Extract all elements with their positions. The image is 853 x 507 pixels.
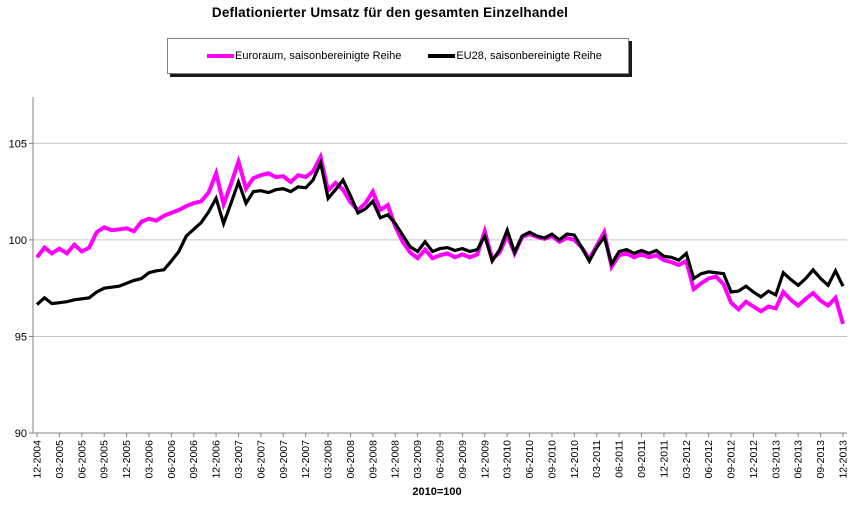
x-axis-title: 2010=100 bbox=[412, 486, 462, 498]
x-tick-label-12-2010: 12-2010 bbox=[569, 440, 581, 479]
x-tick-label-12-2011: 12-2011 bbox=[658, 440, 670, 478]
x-tick-label-03-2009: 03-2009 bbox=[412, 440, 424, 479]
x-tick-label-12-2008: 12-2008 bbox=[390, 440, 402, 479]
x-tick-label-06-2013: 06-2013 bbox=[793, 440, 805, 479]
x-tick-label-09-2009: 09-2009 bbox=[457, 440, 469, 479]
x-tick-label-06-2008: 06-2008 bbox=[345, 440, 357, 479]
x-tick-label-06-2007: 06-2007 bbox=[255, 440, 267, 479]
legend-item-eu28: EU28, saisonbereinigte Reihe bbox=[428, 50, 602, 62]
x-tick-label-12-2006: 12-2006 bbox=[211, 440, 223, 479]
y-tick-label-105: 105 bbox=[9, 138, 27, 150]
x-tick-label-06-2011: 06-2011 bbox=[614, 440, 626, 478]
y-tick-label-95: 95 bbox=[15, 331, 27, 343]
x-tick-label-06-2010: 06-2010 bbox=[524, 440, 536, 479]
x-tick-label-12-2009: 12-2009 bbox=[479, 440, 491, 479]
x-tick-label-09-2007: 09-2007 bbox=[278, 440, 290, 479]
x-tick-label-09-2006: 09-2006 bbox=[188, 440, 200, 479]
x-tick-label-12-2012: 12-2012 bbox=[748, 440, 760, 479]
x-tick-label-06-2009: 06-2009 bbox=[435, 440, 447, 479]
x-tick-label-06-2012: 06-2012 bbox=[703, 440, 715, 479]
x-tick-label-03-2013: 03-2013 bbox=[770, 440, 782, 479]
x-tick-label-03-2010: 03-2010 bbox=[502, 440, 514, 479]
x-tick-label-03-2005: 03-2005 bbox=[54, 440, 66, 479]
x-tick-label-09-2012: 09-2012 bbox=[726, 440, 738, 479]
x-tick-label-03-2011: 03-2011 bbox=[591, 440, 603, 478]
y-tick-label-90: 90 bbox=[15, 428, 27, 440]
x-tick-label-12-2007: 12-2007 bbox=[300, 440, 312, 479]
x-tick-label-12-2004: 12-2004 bbox=[32, 440, 44, 479]
legend: Euroraum, saisonbereinigte Reihe EU28, s… bbox=[167, 38, 629, 74]
legend-item-euroraum: Euroraum, saisonbereinigte Reihe bbox=[207, 50, 401, 62]
legend-label-eu28: EU28, saisonbereinigte Reihe bbox=[456, 50, 602, 62]
x-tick-label-09-2013: 09-2013 bbox=[815, 440, 827, 479]
x-tick-label-09-2011: 09-2011 bbox=[636, 440, 648, 478]
x-tick-label-09-2008: 09-2008 bbox=[367, 440, 379, 479]
x-tick-label-03-2008: 03-2008 bbox=[323, 440, 335, 479]
x-tick-label-12-2005: 12-2005 bbox=[121, 440, 133, 479]
x-tick-label-03-2012: 03-2012 bbox=[681, 440, 693, 479]
x-tick-label-12-2013: 12-2013 bbox=[838, 440, 850, 479]
y-tick-label-100: 100 bbox=[9, 235, 27, 247]
series-line-eu28 bbox=[35, 157, 845, 306]
legend-label-euroraum: Euroraum, saisonbereinigte Reihe bbox=[235, 50, 402, 62]
x-tick-label-09-2005: 09-2005 bbox=[99, 440, 111, 479]
series-line-euroraum bbox=[35, 151, 845, 325]
eu28-line-swatch-icon bbox=[428, 54, 456, 58]
x-tick-label-03-2006: 03-2006 bbox=[143, 440, 155, 479]
x-tick-label-06-2005: 06-2005 bbox=[76, 440, 88, 479]
euroraum-line-swatch-icon bbox=[207, 54, 234, 58]
x-tick-label-03-2007: 03-2007 bbox=[233, 440, 245, 479]
chart-title: Deflationierter Umsatz für den gesamten … bbox=[211, 5, 569, 20]
x-tick-label-09-2010: 09-2010 bbox=[546, 440, 558, 479]
x-tick-label-06-2006: 06-2006 bbox=[166, 440, 178, 479]
